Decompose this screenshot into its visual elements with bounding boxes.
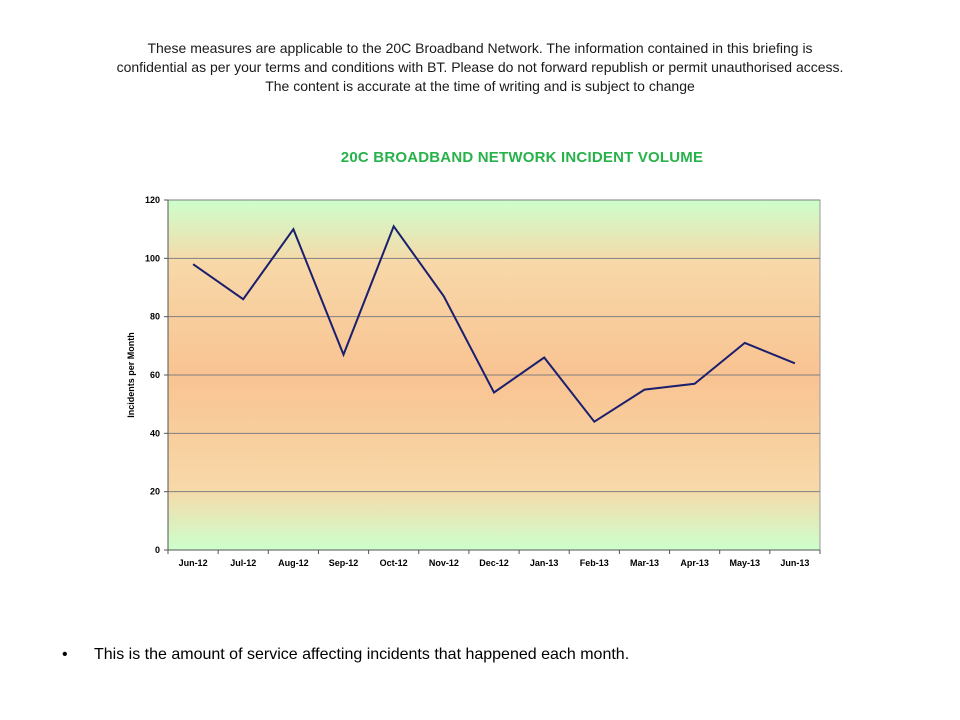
disclaimer: These measures are applicable to the 20C… <box>40 39 920 96</box>
x-tick-label-may-13: May-13 <box>730 558 761 568</box>
disclaimer-line-3: The content is accurate at the time of w… <box>265 78 695 94</box>
bullet-text: This is the amount of service affecting … <box>94 646 630 663</box>
chart-title: 20C BROADBAND NETWORK INCIDENT VOLUME <box>340 149 704 166</box>
y-tick-label-80: 80 <box>150 312 160 322</box>
y-tick-label-0: 0 <box>155 545 160 555</box>
disclaimer-line-2: confidential as per your terms and condi… <box>116 59 844 75</box>
x-tick-label-feb-13: Feb-13 <box>580 558 609 568</box>
axes <box>167 200 821 554</box>
disclaimer-line-1: These measures are applicable to the 20C… <box>147 40 813 56</box>
x-tick-label-dec-12: Dec-12 <box>479 558 509 568</box>
x-tick-label-apr-13: Apr-13 <box>680 558 709 568</box>
x-tick-labels: Jun-12 Jul-12 Aug-12 Sep-12 Oct-12 Nov-12 Dec-… <box>179 558 810 568</box>
x-tick-label-sep-12: Sep-12 <box>329 558 359 568</box>
y-tick-label-40: 40 <box>150 428 160 438</box>
x-tick-label-aug-12: Aug-12 <box>278 558 309 568</box>
y-tick-label-20: 20 <box>150 487 160 497</box>
y-tick-label-120: 120 <box>145 195 160 205</box>
y-tick-labels: 0 20 40 60 80 100 120 <box>145 195 160 555</box>
series <box>192 224 796 424</box>
gridlines <box>164 199 820 551</box>
x-tick-label-jun-12: Jun-12 <box>179 558 208 568</box>
x-tick-label-jun-13: Jun-13 <box>780 558 809 568</box>
x-tick-label-oct-12: Oct-12 <box>380 558 408 568</box>
y-axis-label: Incidents per Month <box>126 332 136 418</box>
y-tick-label-100: 100 <box>145 253 160 263</box>
bullet-marker: • <box>62 646 68 663</box>
x-tick-label-jan-13: Jan-13 <box>530 558 559 568</box>
x-tick-label-nov-12: Nov-12 <box>429 558 459 568</box>
x-tick-label-mar-13: Mar-13 <box>630 558 659 568</box>
x-tick-label-jul-12: Jul-12 <box>230 558 256 568</box>
incident-volume-chart: 0 20 40 60 80 100 120 Jun-12 Jul-12 Aug-12 Sep-12… <box>126 195 821 568</box>
y-tick-label-60: 60 <box>150 370 160 380</box>
